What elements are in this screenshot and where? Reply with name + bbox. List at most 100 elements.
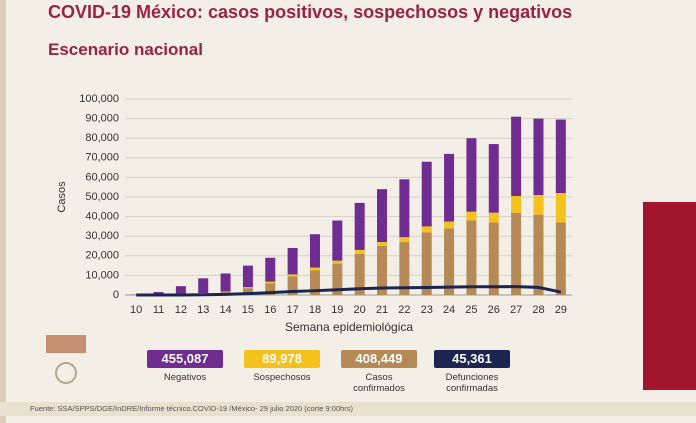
bar-segment — [354, 249, 365, 254]
bar-segment — [332, 220, 343, 261]
bar-segment — [466, 211, 477, 221]
bar-segment — [265, 283, 276, 295]
red-panel — [643, 202, 696, 390]
summary-total: 45,361 — [434, 350, 510, 368]
bar-segment — [444, 221, 455, 229]
x-tick-label: 19 — [331, 304, 343, 316]
bar-segment — [265, 281, 276, 284]
bar-segment — [198, 278, 209, 294]
bar-segment — [533, 118, 544, 196]
bar-segment — [309, 234, 320, 268]
y-tick-label: 50,000 — [85, 191, 119, 203]
bar-segment — [555, 119, 566, 194]
bar-segment — [377, 242, 388, 246]
x-tick-label: 29 — [555, 304, 567, 316]
y-tick-label: 0 — [113, 289, 119, 301]
bar-segment — [265, 257, 276, 282]
legend-label: Negativos — [163, 372, 207, 383]
y-tick-label: 20,000 — [85, 250, 119, 262]
summary-total: 408,449 — [341, 350, 417, 368]
bar-segment — [242, 288, 253, 295]
bar-segment — [421, 232, 432, 295]
bar-segment — [444, 153, 455, 222]
bar-segment — [488, 222, 499, 295]
x-tick-label: 16 — [264, 304, 276, 316]
bar-segment — [332, 260, 343, 264]
bar-segment — [444, 228, 455, 295]
x-tick-label: 14 — [219, 304, 231, 316]
bar-segment — [354, 202, 365, 250]
bar-segment — [354, 253, 365, 295]
bar-segment — [242, 287, 253, 289]
x-tick-label: 11 — [153, 304, 164, 316]
title: COVID-19 México: casos positivos, sospec… — [48, 2, 573, 22]
footer — [0, 402, 696, 416]
chart: Casos Semana epidemiológica 0 10,000 20,00… — [56, 93, 572, 334]
logo — [46, 335, 86, 384]
y-tick-label: 10,000 — [85, 269, 119, 281]
legend-label: Sospechosos — [253, 372, 311, 383]
bar-segment — [399, 242, 410, 295]
footer-text: Fuente: SSA/SPPS/DGE/InDRE/Informe técni… — [30, 404, 354, 413]
legend-label: Defunciones confirmadas — [445, 372, 499, 394]
bar-segment — [220, 273, 231, 292]
bar-segment — [309, 270, 320, 295]
bar-segment — [175, 286, 186, 295]
y-tick-label: 80,000 — [85, 132, 119, 144]
left-bar — [0, 0, 6, 423]
x-tick-label: 27 — [510, 304, 522, 316]
bar-segment — [287, 274, 298, 277]
bar-segment — [533, 214, 544, 295]
x-tick-label: 23 — [421, 304, 433, 316]
y-tick-label: 60,000 — [85, 171, 119, 183]
y-tick-label: 30,000 — [85, 230, 119, 242]
x-tick-label: 21 — [376, 304, 388, 316]
bar-segment — [466, 220, 477, 295]
bar-segment — [242, 265, 253, 288]
y-tick-label: 40,000 — [85, 211, 119, 223]
bar-segment — [309, 267, 320, 271]
bar-segment — [466, 138, 477, 212]
summary-total: 455,087 — [147, 350, 223, 368]
y-tick-label: 70,000 — [85, 152, 119, 164]
x-axis-label: Semana epidemiológica — [285, 320, 413, 334]
x-tick-label: 15 — [242, 304, 254, 316]
x-tick-label: 26 — [488, 304, 500, 316]
x-tick-label: 12 — [175, 304, 187, 316]
x-tick-label: 20 — [354, 304, 366, 316]
bar-segment — [287, 276, 298, 295]
y-axis-label: Casos — [56, 181, 68, 213]
bar-segment — [377, 189, 388, 243]
bar-segment — [511, 116, 522, 197]
x-tick-label: 24 — [443, 304, 455, 316]
y-tick-label: 90,000 — [85, 113, 119, 125]
x-tick-label: 13 — [197, 304, 209, 316]
x-tick-label: 25 — [465, 304, 477, 316]
y-tick-label: 100,000 — [79, 93, 119, 105]
bar-segment — [488, 212, 499, 223]
bar-segment — [488, 144, 499, 213]
x-tick-label: 10 — [130, 304, 142, 316]
bar-segment — [555, 193, 566, 223]
bar-segment — [421, 226, 432, 233]
bar-segment — [421, 161, 432, 227]
x-tick-label: 17 — [287, 304, 299, 316]
bar-segment — [377, 246, 388, 295]
bar-segment — [511, 196, 522, 213]
bar-segment — [533, 195, 544, 215]
legend-label: Casos confirmados — [353, 372, 405, 394]
x-tick-label: 18 — [309, 304, 321, 316]
bar-segment — [399, 237, 410, 243]
x-tick-label: 22 — [398, 304, 410, 316]
bar-segment — [287, 247, 298, 275]
x-tick-label: 28 — [532, 304, 544, 316]
summary-total: 89,978 — [244, 350, 320, 368]
bar-segment — [220, 291, 231, 293]
bar-segment — [555, 222, 566, 295]
line-series — [136, 285, 562, 297]
bar-segment — [332, 263, 343, 295]
subtitle: Escenario nacional — [48, 40, 203, 59]
bar-segment — [153, 292, 164, 295]
bar-segment — [399, 179, 410, 238]
